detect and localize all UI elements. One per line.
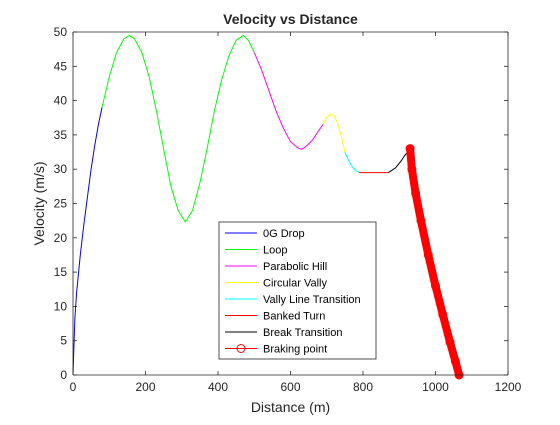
y-tick-label: 15 [54,265,68,279]
legend-item-break-transition: Break Transition [225,327,342,339]
y-tick-label: 20 [54,231,68,245]
legend-item-loop: Loop [225,245,287,257]
x-axis-label: Distance (m) [251,399,330,415]
legend-box [218,221,377,360]
y-tick-label: 25 [54,197,68,211]
legend-item-vally-line-transition: Vally Line Transition [225,294,361,306]
y-tick-label: 30 [54,162,68,176]
legend-label: 0G Drop [263,228,305,240]
legend: 0G Drop Loop Parabolic Hill Circular Vally V… [218,221,377,360]
x-tick-label: 1200 [495,380,522,394]
x-tick-label: 200 [135,380,155,394]
data-point-braking-point [431,281,440,291]
legend-label: Loop [263,245,287,257]
data-point-braking-point [407,164,417,174]
y-tick-label: 50 [54,25,68,39]
x-tick-label: 0 [70,380,77,394]
series-line-circular-vally [322,113,346,153]
legend-label: Parabolic Hill [263,261,327,273]
series-parabolic-hill [253,52,324,150]
legend-item-banked-turn: Banked Turn [225,311,325,323]
ticks-layer: 0 200 400 600 800 1000 1200 0 5 10 15 20 25 30 35 40 45 5… [54,25,522,394]
series-circular-vally [322,113,346,153]
legend-marker-circle [236,344,246,353]
legend-item-parabolic-hill: Parabolic Hill [225,261,327,273]
y-tick-label: 5 [60,334,67,348]
legend-item-circular-vally: Circular Vally [225,278,327,290]
data-point-braking-point [405,144,415,154]
x-tick-label: 600 [280,380,300,394]
x-tick-label: 1000 [422,380,449,394]
y-tick-label: 35 [54,128,68,142]
series-line-parabolic-hill [253,52,324,150]
series-loop [101,34,255,223]
legend-label: Break Transition [263,327,342,339]
x-tick-label: 400 [208,380,228,394]
chart-title: Velocity vs Distance [223,11,358,27]
data-point-braking-point [423,250,433,260]
y-tick-label: 40 [54,94,68,108]
x-tick-label: 800 [353,380,373,394]
y-axis-label: Velocity (m/s) [31,161,47,245]
legend-label: Braking point [263,344,327,356]
series-line-braking-point [406,144,464,379]
legend-label: Vally Line Transition [263,294,361,306]
series-braking-point [405,144,464,380]
data-point-braking-point [416,216,426,226]
data-point-braking-point [411,188,421,198]
legend-item-braking-point: Braking point [225,344,327,356]
series-line-loop [101,34,255,223]
legend-label: Circular Vally [263,278,327,290]
legend-item-0g-drop: 0G Drop [225,228,305,240]
data-point-braking-point [438,310,448,320]
legend-label: Banked Turn [263,311,325,323]
y-tick-label: 10 [54,299,68,313]
data-point-braking-point [445,337,455,347]
series-layer [72,34,464,380]
series-line-vally-line-transition [344,151,360,174]
y-tick-label: 45 [54,59,68,73]
series-vally-line-transition [344,151,360,174]
y-tick-label: 0 [60,368,67,382]
data-point-braking-point [450,356,460,366]
